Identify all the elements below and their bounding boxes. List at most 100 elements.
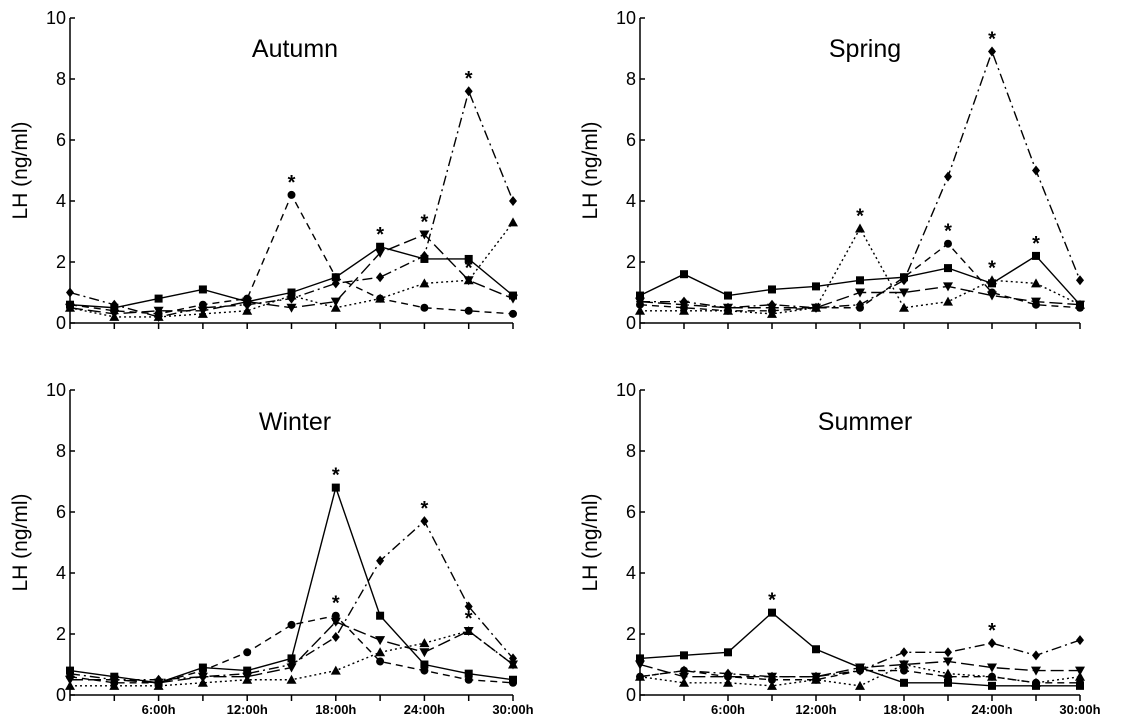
data-point (376, 555, 385, 566)
data-point (987, 671, 997, 681)
data-point (679, 677, 689, 687)
y-tick-label: 4 (56, 191, 66, 211)
y-axis-label: LH (ng/ml) (579, 121, 602, 219)
data-point (723, 677, 733, 687)
data-point (65, 303, 75, 313)
data-point (420, 250, 429, 261)
data-point (109, 309, 120, 319)
data-point (420, 303, 429, 312)
data-point (419, 230, 430, 240)
data-point (812, 645, 820, 654)
x-tick-label: 18:00h (315, 702, 356, 717)
data-point (636, 296, 644, 307)
data-point (944, 171, 952, 182)
data-point (376, 272, 385, 283)
significance-star: * (988, 620, 996, 642)
significance-star: * (988, 29, 996, 51)
data-point (680, 296, 688, 307)
data-point (724, 648, 732, 657)
y-tick-label: 0 (626, 313, 636, 333)
data-point (812, 302, 820, 313)
x-tick-label: 12:00h (227, 702, 268, 717)
y-tick-label: 8 (56, 69, 66, 89)
data-point (1075, 671, 1085, 681)
data-point (198, 671, 207, 682)
data-point (110, 299, 119, 310)
significance-star: * (332, 593, 340, 615)
data-point (286, 303, 297, 313)
data-point (899, 288, 909, 298)
data-point (944, 264, 952, 273)
data-point (1032, 165, 1040, 176)
significance-star: * (988, 257, 996, 279)
data-point (768, 299, 776, 310)
y-tick-label: 4 (56, 563, 66, 583)
y-tick-label: 2 (56, 252, 66, 272)
y-tick-label: 10 (616, 8, 636, 28)
data-point (330, 617, 341, 627)
data-point (635, 305, 645, 315)
significance-star: * (1032, 233, 1040, 255)
data-point (900, 275, 908, 286)
data-point (1031, 677, 1041, 687)
data-point (724, 291, 732, 300)
data-point (287, 620, 296, 629)
data-point (509, 678, 517, 687)
significance-star: * (376, 224, 384, 246)
data-point (198, 666, 207, 675)
data-point (331, 278, 340, 289)
data-point (375, 647, 386, 657)
data-point (944, 678, 952, 687)
data-point (286, 674, 297, 684)
data-point (812, 671, 820, 682)
data-point (154, 311, 163, 322)
data-point (900, 678, 908, 687)
data-point (680, 270, 688, 279)
data-point (376, 242, 385, 251)
x-tick-label: 24:00h (971, 702, 1012, 717)
data-point (464, 306, 473, 315)
data-point (154, 674, 163, 685)
data-point (944, 239, 952, 248)
series-line (69, 88, 514, 318)
y-axis-label: LH (ng/ml) (9, 121, 32, 219)
significance-star: * (465, 68, 473, 90)
data-point (900, 666, 908, 675)
data-point (198, 285, 207, 294)
significance-star: * (768, 590, 776, 612)
series-diamond (636, 635, 1084, 682)
significance-star: * (944, 221, 952, 243)
data-point (463, 626, 474, 636)
data-point (987, 663, 997, 673)
data-point (464, 86, 473, 97)
data-point (1076, 678, 1084, 687)
y-tick-label: 8 (56, 441, 66, 461)
data-point (856, 299, 864, 310)
data-point (944, 647, 952, 658)
data-point (331, 611, 340, 620)
series-line (70, 620, 514, 684)
series-square (66, 483, 517, 687)
y-tick-label: 0 (626, 685, 636, 705)
data-point (680, 651, 688, 660)
data-point (463, 276, 474, 286)
data-point (420, 666, 429, 675)
data-point (66, 668, 74, 679)
data-point (110, 674, 119, 685)
data-point (65, 675, 75, 685)
data-point (331, 483, 340, 492)
data-point (856, 276, 864, 285)
data-point (287, 190, 296, 199)
data-point (375, 636, 386, 646)
data-point (855, 680, 865, 690)
data-point (330, 297, 341, 307)
data-point (287, 659, 296, 670)
y-tick-label: 4 (626, 191, 636, 211)
series-line (69, 485, 514, 684)
data-point (419, 638, 430, 648)
data-point (1075, 300, 1085, 310)
data-point (419, 648, 430, 658)
panel-title: Autumn (252, 35, 338, 63)
series-line (640, 227, 1081, 315)
data-point (680, 665, 688, 676)
